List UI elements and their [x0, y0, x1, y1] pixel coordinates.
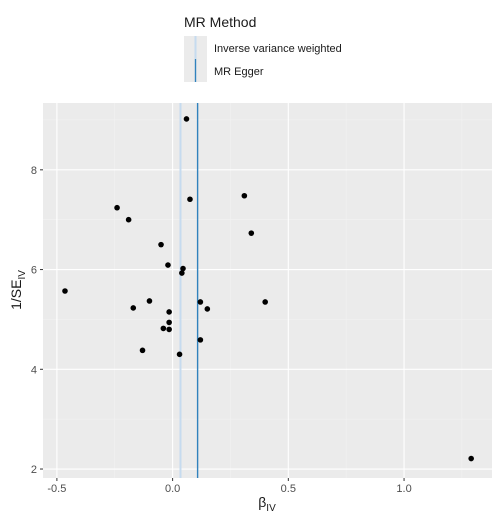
data-point-8	[180, 265, 186, 272]
data-point-2	[125, 216, 132, 223]
data-point-3	[187, 196, 193, 203]
legend-title: MR Method	[184, 14, 256, 30]
x-tick-label-1: 0.0	[165, 483, 180, 495]
x-axis-ticks: -0.5 0.0 0.5 1.0	[47, 478, 412, 495]
grid	[43, 103, 492, 478]
data-point-21	[139, 347, 146, 354]
method-lines	[179, 103, 199, 478]
data-point-11	[146, 298, 153, 304]
data-point-9	[179, 270, 185, 276]
x-axis-title: βIV	[258, 494, 276, 514]
y-tick-label-0: 2	[31, 464, 37, 476]
y-axis-ticks: 2 4 6 8	[31, 165, 43, 476]
data-point-0	[183, 116, 190, 122]
data-point-13	[262, 299, 268, 305]
data-point-4	[241, 192, 248, 199]
data-point-17	[160, 325, 167, 332]
data-points	[62, 116, 474, 462]
x-tick-label-2: 0.5	[281, 483, 296, 495]
legend: MR Method Inverse variance weighted MR E…	[184, 14, 342, 82]
legend-keys	[184, 36, 207, 82]
data-point-23	[468, 455, 474, 462]
x-tick-label-3: 1.0	[396, 483, 411, 495]
data-point-18	[166, 319, 172, 326]
y-tick-label-3: 8	[31, 165, 37, 177]
data-point-7	[165, 262, 171, 268]
y-axis-title: 1/SEIV	[8, 270, 28, 310]
data-point-12	[197, 299, 204, 305]
data-point-16	[166, 309, 172, 315]
data-point-1	[114, 204, 120, 211]
data-point-6	[158, 241, 164, 248]
data-point-19	[166, 326, 172, 333]
data-point-10	[62, 288, 68, 294]
data-point-5	[248, 230, 255, 236]
y-tick-label-2: 6	[31, 265, 37, 277]
plot-panel	[43, 103, 492, 478]
legend-label-mr-egger: MR Egger	[214, 66, 264, 78]
legend-label-ivw: Inverse variance weighted	[214, 43, 342, 55]
y-tick-label-1: 4	[31, 364, 37, 376]
data-point-14	[130, 305, 137, 311]
y-axis-title-subscript: IV	[17, 270, 28, 280]
data-point-15	[204, 306, 211, 312]
x-axis-title-subscript: IV	[266, 503, 276, 514]
data-point-22	[176, 351, 183, 358]
x-tick-label-0: -0.5	[47, 483, 66, 495]
x-axis-title-main: β	[258, 494, 266, 510]
y-axis-title-main: 1/SE	[8, 280, 24, 310]
data-point-20	[197, 337, 204, 343]
